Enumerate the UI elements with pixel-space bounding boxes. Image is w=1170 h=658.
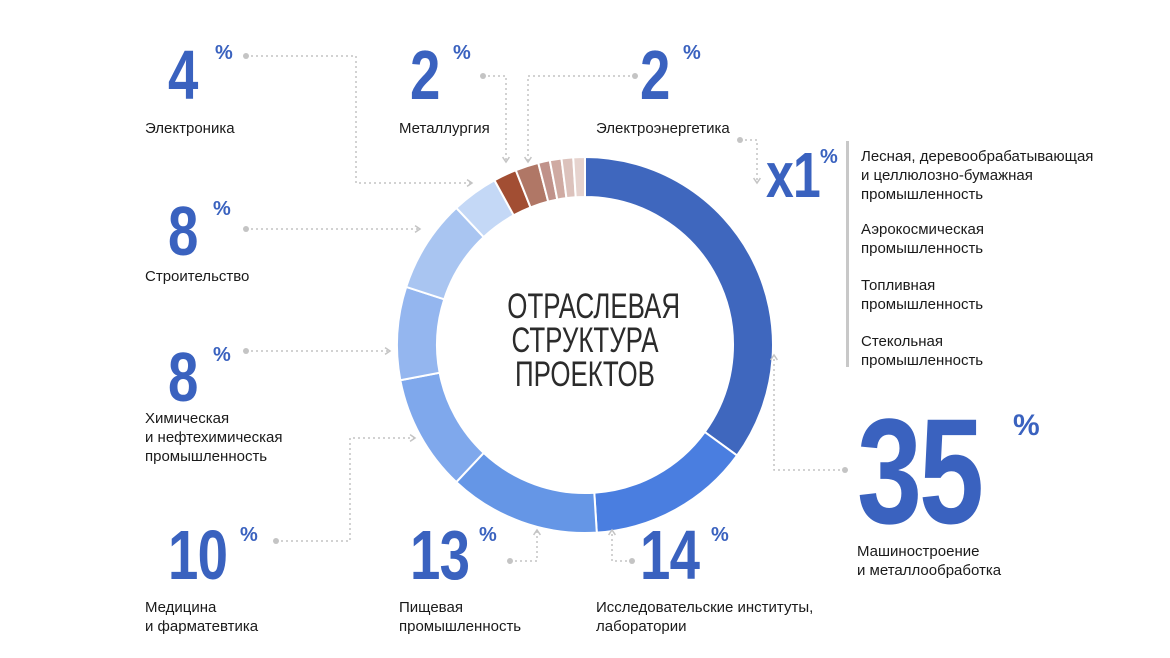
percent-sign: % [215,42,233,64]
leader-arrow [523,156,533,164]
leader-line [483,75,507,162]
label-metallurgy: Металлургия [399,120,490,137]
label-research: Исследовательские институты, лаборатории [596,599,814,635]
value-small-group: x1 [766,139,821,211]
donut-slice [396,285,446,382]
label-medicine: Медицина и фарматевтика [145,599,259,635]
label-forestry: Лесная, деревообрабатывающая и целлюлозн… [861,148,1094,203]
percent-sign: % [683,42,701,64]
value-research: 14 [640,516,700,594]
value-construction: 8 [168,192,198,270]
label-construction: Строительство [145,268,250,285]
label-food: Пищевая промышленность [399,599,522,635]
leader-dot [243,226,249,232]
label-fuel: Топливная промышленность [861,277,984,313]
label-aerospace: Аэрокосмическая промышленность [861,221,984,257]
leader-line [276,437,415,542]
leader-arrow [409,433,417,443]
leader-line [510,530,538,562]
leader-dot [243,53,249,59]
leader-dot [632,73,638,79]
percent-sign: % [213,344,231,366]
value-medicine: 10 [168,516,228,594]
leader-line [740,139,758,183]
donut-slice [572,155,586,199]
leader-arrow [532,528,542,536]
leader-dot [842,467,848,473]
percent-sign: % [711,524,729,546]
percent-sign: % [213,198,231,220]
leader-arrow [501,156,511,164]
leader-arrow [466,178,474,188]
leader-dot [273,538,279,544]
leader-line [773,355,845,471]
leader-dot [507,558,513,564]
leader-dot [629,558,635,564]
label-machinery: Машиностроение и металлообработка [857,543,1002,579]
value-machinery: 35 [857,387,984,555]
leader-arrow [607,528,617,536]
label-glass: Стекольная промышленность [861,333,984,369]
value-electronics: 4 [168,36,198,114]
label-electronics: Электроника [145,120,235,137]
leader-arrow [752,177,762,185]
leader-arrow [384,346,392,356]
donut-slice [399,371,486,484]
leader-line [527,75,635,162]
percent-sign: % [1013,409,1040,442]
label-chemical: Химическая и нефтехимическая промышленно… [145,410,283,465]
group-divider [846,141,849,367]
percent-sign: % [479,524,497,546]
donut-slice [454,451,598,534]
leader-line [611,530,632,562]
label-power: Электроэнергетика [596,120,730,137]
leader-arrow [769,353,779,361]
leader-line [246,55,472,184]
leader-arrow [414,224,422,234]
value-food: 13 [410,516,470,594]
value-chemical: 8 [168,338,198,416]
percent-sign: % [453,42,471,64]
leader-dot [480,73,486,79]
value-power: 2 [640,36,670,114]
value-metallurgy: 2 [410,36,440,114]
leader-dot [737,137,743,143]
percent-sign: % [820,146,838,168]
percent-sign: % [240,524,258,546]
leader-dot [243,348,249,354]
chart-title: ОТРАСЛЕВАЯ СТРУКТУРА ПРОЕКТОВ [507,287,681,394]
